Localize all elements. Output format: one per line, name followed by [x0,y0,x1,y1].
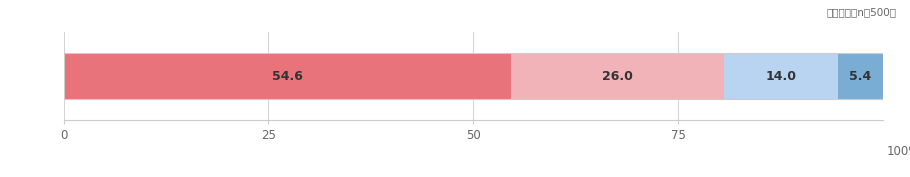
Text: 26.0: 26.0 [602,70,632,83]
Text: 54.6: 54.6 [272,70,303,83]
Text: 100%: 100% [886,145,910,158]
Bar [723,53,838,99]
Text: 14.0: 14.0 [765,70,796,83]
Text: 単位：％（n＝500）: 単位：％（n＝500） [826,7,896,17]
Bar [511,53,723,99]
Bar [838,53,883,99]
Bar [64,53,883,99]
Bar [64,53,511,99]
Text: 5.4: 5.4 [849,70,872,83]
